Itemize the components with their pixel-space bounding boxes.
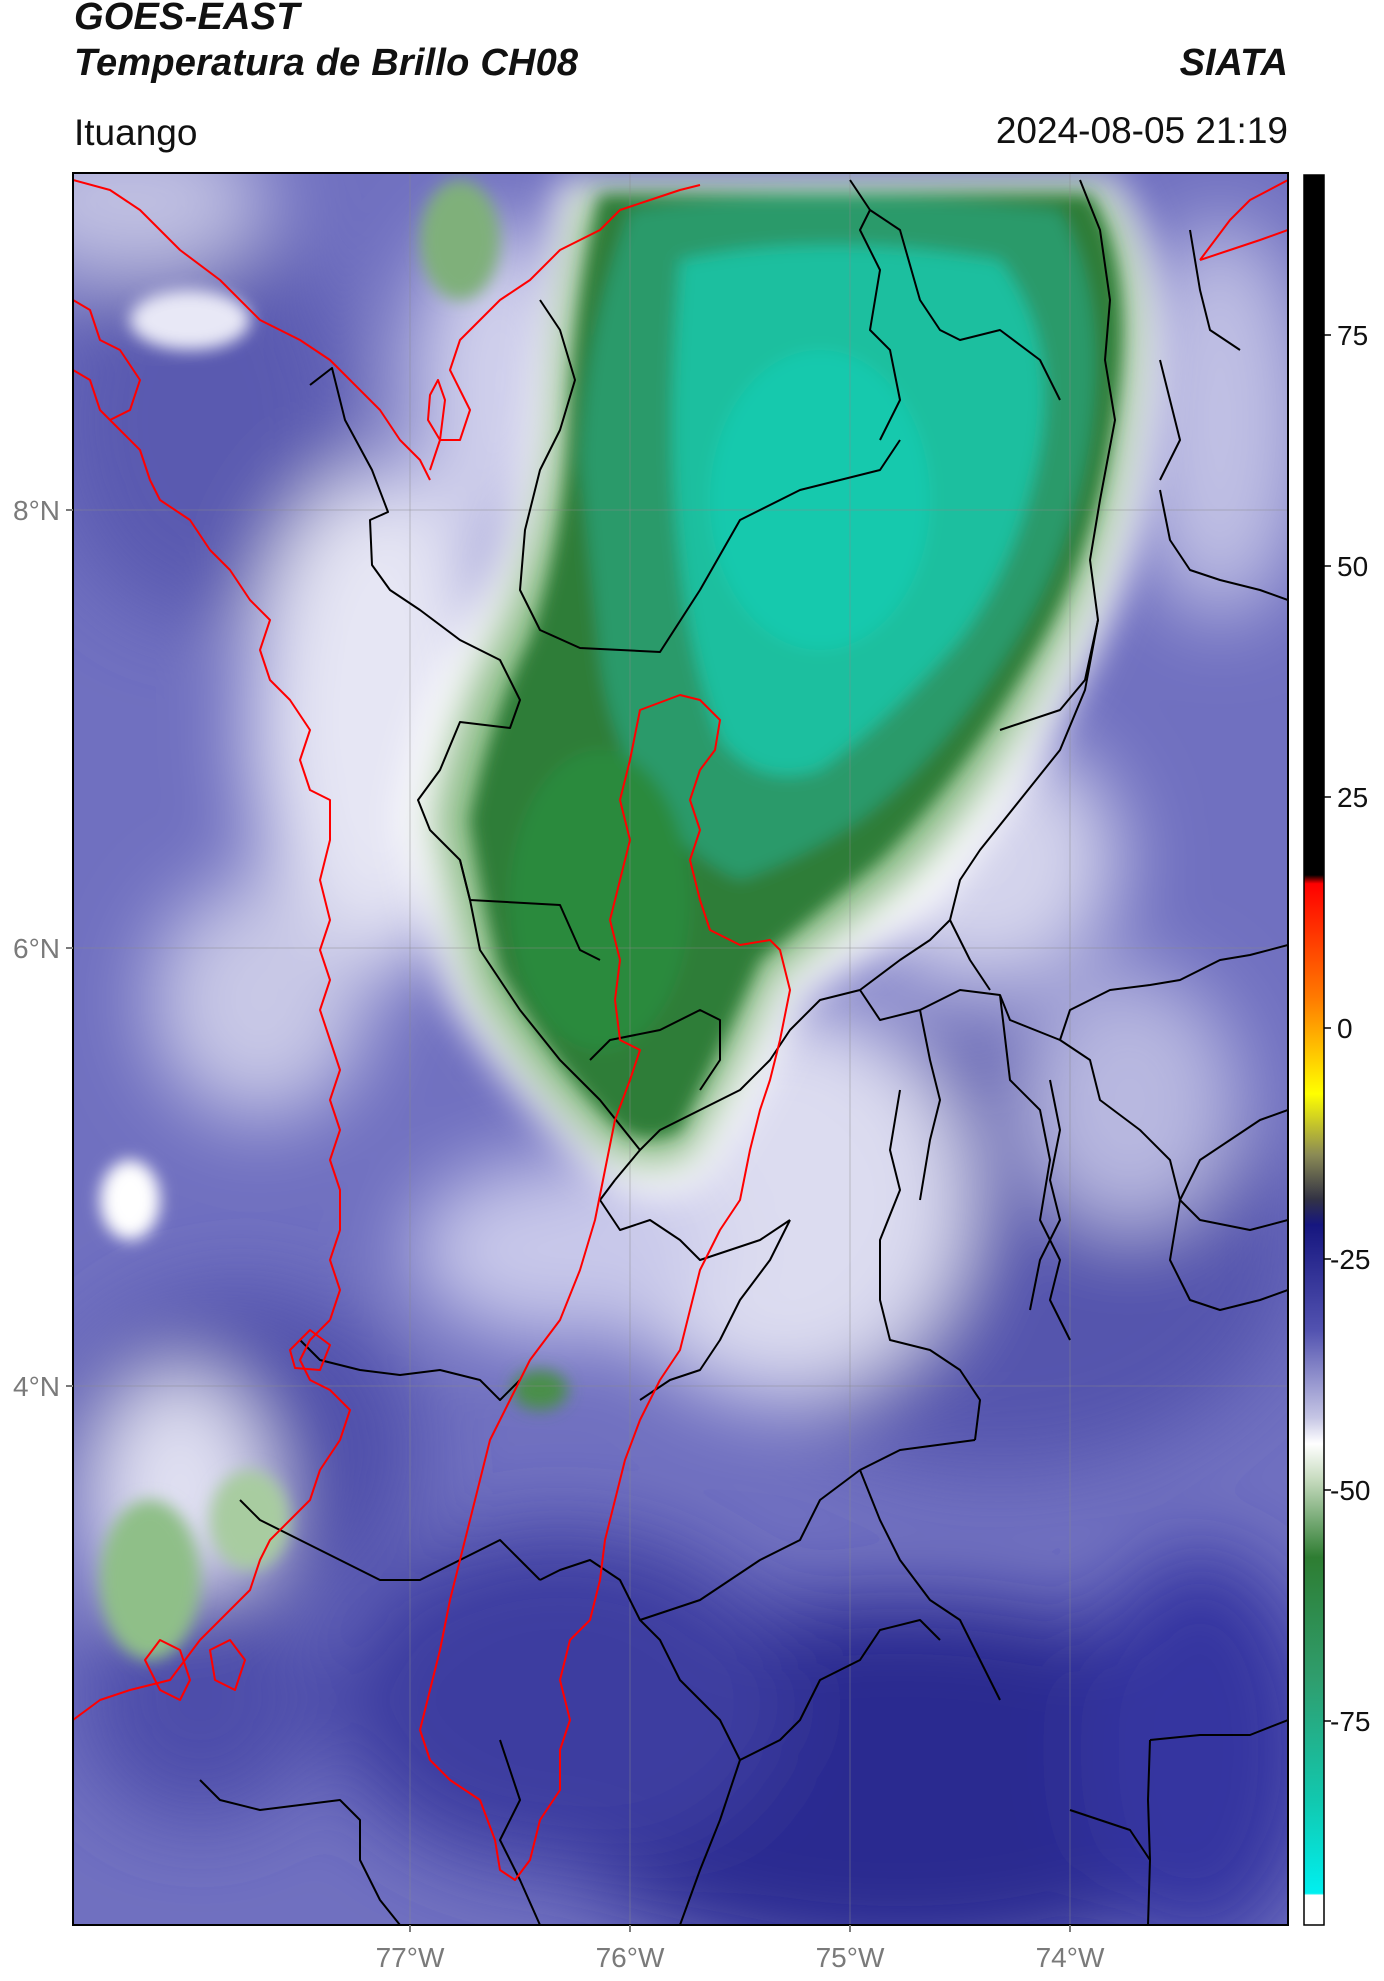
satellite-image [73, 173, 1288, 1925]
axis-ticks [66, 509, 1071, 1932]
colorbar-tick-label: 50 [1337, 551, 1368, 582]
lon-tick-label: 75°W [816, 1942, 885, 1973]
lat-tick-label: 4°N [13, 1371, 60, 1402]
colorbar-tick-label: 25 [1337, 782, 1368, 813]
graticule [73, 173, 1288, 1925]
colorbar-tick-label: -50 [1330, 1475, 1370, 1506]
timestamp-label: 2024-08-05 21:19 [995, 110, 1288, 151]
brand-label: SIATA [1179, 42, 1288, 84]
title-line-2: Temperatura de Brillo CH08 [74, 42, 579, 84]
map-frame [72, 172, 1289, 1926]
department-boundaries [199, 179, 1288, 1925]
colorbar-tick-label: -75 [1330, 1706, 1370, 1737]
colorbar [1303, 174, 1325, 1926]
location-label: Ituango [74, 112, 198, 153]
colorbar-tick-label: 75 [1337, 320, 1368, 351]
title-line-1: GOES-EAST [74, 0, 300, 38]
lat-tick-label: 6°N [13, 933, 60, 964]
lon-tick-label: 74°W [1036, 1942, 1105, 1973]
lon-tick-label: 76°W [596, 1942, 665, 1973]
lon-tick-label: 77°W [376, 1942, 445, 1973]
colorbar-ticks [1324, 334, 1331, 1722]
colorbar-tick-label: -25 [1330, 1244, 1370, 1275]
coastline-and-basin-outline [73, 179, 1288, 1881]
lat-tick-label: 8°N [13, 495, 60, 526]
colorbar-tick-label: 0 [1337, 1013, 1353, 1044]
